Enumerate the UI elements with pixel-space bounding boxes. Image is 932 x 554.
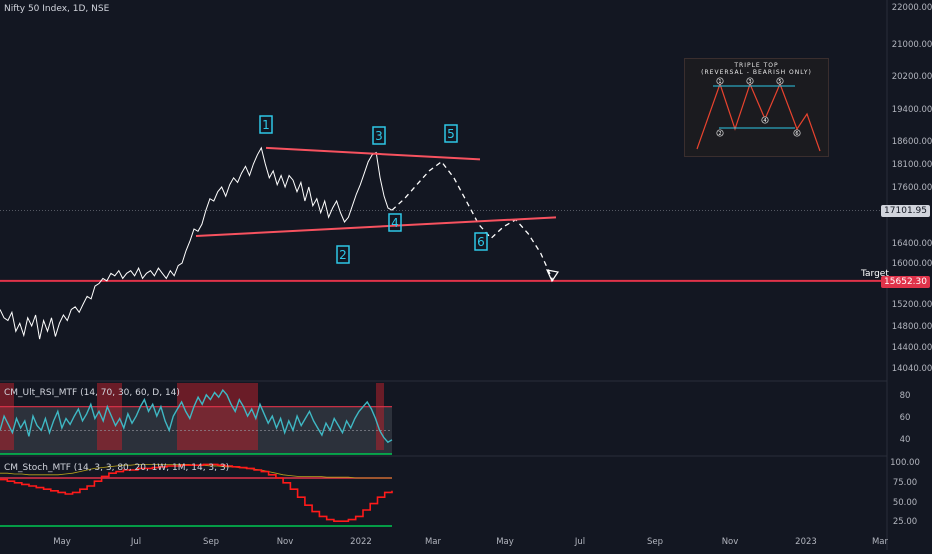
price-tick-label: 15200.00 <box>892 300 932 310</box>
price-tick-label: 18100.00 <box>892 160 932 170</box>
rsi-tick-label: 60 <box>900 413 911 423</box>
time-tick-label: Mar <box>872 537 889 547</box>
rsi-line <box>0 388 393 444</box>
stoch-tick-label: 75.00 <box>893 478 917 488</box>
inset-points: 1 2 3 4 5 6 <box>716 77 801 137</box>
wave-label-box <box>259 115 273 134</box>
price-line <box>0 146 393 340</box>
forecast-path <box>391 160 554 282</box>
price-tick-label: 20200.00 <box>892 72 932 82</box>
wave-label-text: 1 <box>262 118 270 132</box>
stoch-tick-label: 100.00 <box>890 458 920 468</box>
time-tick-label: Jul <box>130 537 141 547</box>
price-tick-label: 14400.00 <box>892 343 932 353</box>
forecast-arrowhead <box>545 269 560 283</box>
time-tick-label: Sep <box>203 537 219 547</box>
price-tick-label: 16400.00 <box>892 239 932 249</box>
target-price-tag: 15652.30 <box>881 276 930 288</box>
wave-label-text: 3 <box>375 129 383 143</box>
time-tick-label: May <box>496 537 514 547</box>
time-tick-label: Sep <box>647 537 663 547</box>
price-tick-label: 19400.00 <box>892 105 932 115</box>
time-tick-label: 2022 <box>350 537 372 547</box>
time-tick-label: Mar <box>425 537 442 547</box>
rsi-indicator-label[interactable]: CM_Ult_RSI_MTF (14, 70, 30, 60, D, 14) <box>4 388 180 398</box>
inset-point-circle <box>776 77 784 85</box>
time-tick-label: Nov <box>722 537 739 547</box>
time-tick-label: May <box>53 537 71 547</box>
price-tick-label: 22000.00 <box>892 3 932 13</box>
current-price-tag: 17101.95 <box>881 205 930 217</box>
inset-point-1: 1 <box>716 77 724 85</box>
inset-pattern-line <box>696 82 821 152</box>
wave-label-text: 4 <box>391 216 399 230</box>
upper-trendline <box>265 146 481 161</box>
price-tick-label: 17600.00 <box>892 183 932 193</box>
wave-label-3: 3 <box>372 126 386 145</box>
inset-point-circle <box>761 116 769 124</box>
wave-label-box <box>336 245 350 264</box>
inset-point-4: 4 <box>761 116 769 124</box>
price-tick-label: 14040.00 <box>892 364 932 374</box>
inset-point-circle <box>716 129 724 137</box>
wave-label-text: 6 <box>477 235 485 249</box>
stoch-indicator-label[interactable]: CM_Stoch_MTF (14, 3, 3, 80, 20, 1W, 1M, … <box>4 463 230 473</box>
wave-label-4: 4 <box>388 213 402 232</box>
inset-point-text: 6 <box>795 131 798 137</box>
wave-label-5: 5 <box>444 124 458 143</box>
inset-point-6: 6 <box>793 129 801 137</box>
price-tick-label: 16000.00 <box>892 259 932 269</box>
symbol-header: Nifty 50 Index, 1D, NSE <box>4 4 110 14</box>
inset-point-text: 3 <box>748 79 751 85</box>
wave-label-6: 6 <box>474 232 488 251</box>
stoch-tick-label: 25.00 <box>893 517 917 527</box>
price-tick-label: 21000.00 <box>892 40 932 50</box>
time-tick-label: Jul <box>574 537 585 547</box>
inset-point-3: 3 <box>746 77 754 85</box>
wave-label-box <box>474 232 488 251</box>
wave-label-text: 2 <box>339 248 347 262</box>
triple-top-inset: TRIPLE TOP (REVERSAL - BEARISH ONLY) 1 2 3… <box>684 58 829 157</box>
inset-diagram: 1 2 3 4 5 6 <box>696 77 821 152</box>
wave-label-box <box>444 124 458 143</box>
inset-point-text: 1 <box>718 79 721 85</box>
inset-subtitle: (REVERSAL - BEARISH ONLY) <box>701 69 812 76</box>
inset-title: TRIPLE TOP <box>734 62 779 69</box>
price-tick-label: 18600.00 <box>892 137 932 147</box>
time-tick-label: 2023 <box>795 537 817 547</box>
rsi-overbought-highlight <box>0 383 14 450</box>
rsi-tick-label: 80 <box>900 391 911 401</box>
wave-label-1: 1 <box>259 115 273 134</box>
rsi-overbought-highlight <box>376 383 384 450</box>
price-tick-label: 14800.00 <box>892 322 932 332</box>
inset-point-text: 2 <box>718 131 721 137</box>
wave-label-box <box>372 126 386 145</box>
wave-label-text: 5 <box>447 127 455 141</box>
lower-trendline <box>195 216 557 237</box>
inset-point-circle <box>793 129 801 137</box>
wave-label-box <box>388 213 402 232</box>
rsi-tick-label: 40 <box>900 435 911 445</box>
inset-point-text: 4 <box>763 118 766 124</box>
inset-point-text: 5 <box>778 79 781 85</box>
inset-point-5: 5 <box>776 77 784 85</box>
target-label: Target <box>861 269 889 279</box>
stoch-k-line <box>0 463 393 523</box>
inset-point-circle <box>746 77 754 85</box>
stoch-tick-label: 50.00 <box>893 498 917 508</box>
wave-label-2: 2 <box>336 245 350 264</box>
time-tick-label: Nov <box>277 537 294 547</box>
inset-point-2: 2 <box>716 129 724 137</box>
inset-point-circle <box>716 77 724 85</box>
